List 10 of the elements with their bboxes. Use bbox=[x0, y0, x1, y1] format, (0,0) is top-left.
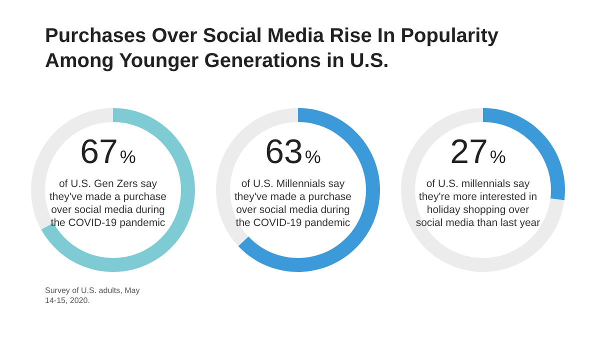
text: of U.S. Millennials say they've made a purchase over social media during the COVID-19 pandemic bbox=[234, 178, 352, 230]
data-label: 27% bbox=[450, 133, 506, 171]
data-label: 67% bbox=[80, 133, 136, 171]
text: Purchases Over Social Media Rise In Popularity Among Younger Generations in U.S. bbox=[45, 24, 499, 74]
text: of U.S. Gen Zers say they've made a purchase over social media during the COVID-19 pandemic bbox=[48, 178, 168, 230]
donut-slice bbox=[41, 108, 195, 272]
text: of U.S. millennials say they're more interested in holiday shopping over social media than last year bbox=[414, 178, 542, 230]
data-label: 63% bbox=[265, 133, 321, 171]
text: Survey of U.S. adults, May 14-15, 2020. bbox=[45, 286, 141, 306]
donut-slice bbox=[401, 108, 564, 272]
